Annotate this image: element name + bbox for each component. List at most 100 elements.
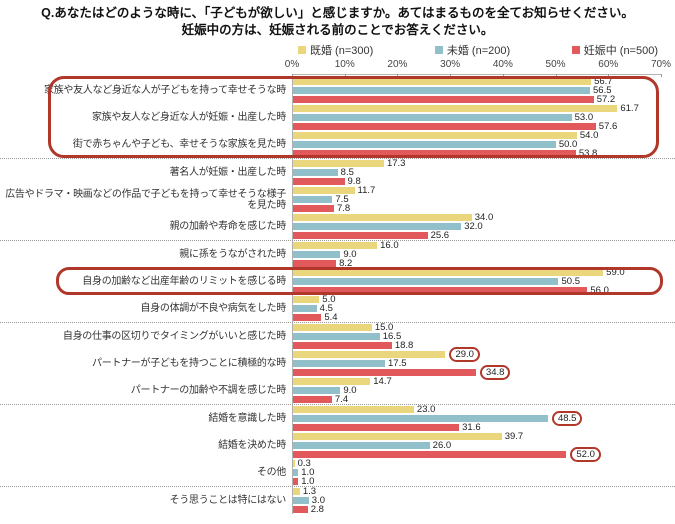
bar-line: 15.0 — [293, 322, 661, 333]
bar-line: 9.0 — [293, 250, 661, 259]
value-label: 54.0 — [579, 130, 599, 141]
bar — [293, 114, 572, 121]
bar — [293, 424, 460, 431]
bar — [293, 160, 384, 167]
bar-line: 5.4 — [293, 313, 661, 322]
chart-row: 自身の体調が不良や病気をした時 5.0 4.5 5.4 — [0, 295, 675, 323]
value-label: 4.5 — [319, 303, 333, 314]
bar-group: 5.0 4.5 5.4 — [292, 295, 661, 322]
bar — [293, 396, 332, 403]
bar — [293, 415, 548, 422]
chart-row: 家族や友人など身近な人が妊娠・出産した時 61.7 53.0 57.6 — [0, 104, 675, 132]
value-label: 31.6 — [462, 422, 481, 433]
bar-line: 26.0 — [293, 441, 661, 450]
chart-rows: 家族や友人など身近な人が子どもを持って幸せそうな時 56.7 56.5 57.2 家族や… — [0, 76, 675, 514]
bar-line: 7.8 — [293, 203, 661, 214]
category-label: 自身の体調が不良や病気をした時 — [140, 303, 287, 314]
axis-tick-mark — [555, 74, 557, 77]
chart-row: 結婚を決めた時 39.7 26.0 52.0 — [0, 432, 675, 462]
bar — [293, 287, 588, 294]
value-label: 7.5 — [335, 194, 349, 205]
bar — [293, 214, 472, 221]
axis-tick-label: 70% — [650, 59, 672, 70]
chart-row: その他 0.3 1.0 1.0 — [0, 459, 675, 487]
axis-tick-mark — [450, 74, 452, 77]
bar — [293, 123, 596, 130]
value-label: 7.8 — [337, 203, 351, 214]
bar-line: 17.5 — [293, 359, 661, 368]
bar — [293, 251, 341, 258]
bar — [293, 333, 380, 340]
category-label: 街で赤ちゃんや子ども、幸せそうな家族を見た時 — [72, 139, 286, 150]
bar-group: 54.0 50.0 53.8 — [292, 131, 661, 158]
value-label: 14.7 — [373, 376, 392, 387]
value-label: 5.0 — [322, 294, 336, 305]
category-label: 広告やドラマ・映画などの作品で子どもを持って幸せそうな様子を見た時 — [5, 188, 286, 211]
category-label: パートナーが子どもを持つことに積極的な時 — [92, 358, 286, 369]
bar-line: 16.0 — [293, 240, 661, 251]
value-label: 16.0 — [380, 240, 399, 251]
value-label: 23.0 — [416, 404, 436, 415]
bar-line: 17.3 — [293, 159, 661, 168]
bar-line: 54.0 — [293, 130, 661, 141]
bar-line: 9.8 — [293, 176, 661, 187]
bar-group: 1.3 3.0 2.8 — [292, 487, 661, 514]
bar-line: 48.5 — [293, 411, 661, 426]
category-label: 自身の加齢など出産年齢のリミットを感じる時 — [82, 276, 286, 287]
value-label-highlighted: 29.0 — [449, 347, 480, 362]
bar — [293, 196, 333, 203]
value-label: 8.2 — [339, 258, 353, 269]
bar — [293, 242, 378, 249]
bar — [293, 351, 446, 358]
axis-tick-label: 10% — [334, 59, 355, 70]
axis-tick-mark — [292, 74, 293, 77]
bar-line: 1.0 — [293, 467, 661, 478]
category-label: 結婚を意識した時 — [208, 413, 286, 424]
bar-line: 56.0 — [293, 286, 661, 295]
value-label: 1.0 — [301, 467, 315, 478]
category-label: パートナーの加齢や不調を感じた時 — [130, 385, 287, 396]
legend-label-unmarried: 未婚 (n=200) — [446, 44, 511, 57]
chart-row: 著名人が妊娠・出産した時 17.3 8.5 9.8 — [0, 158, 675, 186]
axis-tick-mark — [397, 74, 399, 77]
axis-tick-label: 60% — [598, 59, 619, 70]
chart-row: 家族や友人など身近な人が子どもを持って幸せそうな時 56.7 56.5 57.2 — [0, 76, 675, 105]
category-label: そう思うことは特にはない — [169, 495, 287, 506]
bar — [293, 387, 341, 394]
bar-line: 31.6 — [293, 422, 661, 433]
bar — [293, 378, 371, 385]
value-label: 56.5 — [593, 85, 612, 96]
bar — [293, 451, 567, 458]
bar — [293, 141, 556, 148]
category-label: 親に孫をうながされた時 — [179, 249, 286, 260]
bar — [293, 260, 337, 267]
bar — [293, 78, 592, 85]
bar — [293, 178, 345, 185]
category-label: 自身の仕事の区切りでタイミングがいいと感じた時 — [62, 331, 286, 342]
bar — [293, 305, 317, 312]
bar-group: 34.0 32.0 25.6 — [292, 213, 661, 240]
value-label: 25.6 — [430, 230, 450, 241]
x-axis: 0% 10% 20% 30% 40% 50% 60% 70% — [0, 59, 675, 77]
bar — [293, 478, 299, 485]
bar-line: 61.7 — [293, 104, 661, 113]
axis-tick-label: 20% — [387, 59, 408, 70]
bar-line: 8.5 — [293, 168, 661, 177]
legend-item-pregnant: 妊娠中 (n=500) — [571, 42, 658, 58]
axis-tick-mark — [661, 74, 662, 77]
value-label: 9.8 — [347, 176, 361, 187]
bar-line: 7.4 — [293, 395, 661, 404]
bar — [293, 497, 309, 504]
legend-swatch-pregnant — [571, 45, 580, 54]
value-label: 15.0 — [374, 322, 394, 333]
bar-line: 39.7 — [293, 432, 661, 441]
value-label: 53.8 — [578, 148, 598, 159]
bar — [293, 433, 502, 440]
bar — [293, 150, 576, 157]
bar — [293, 324, 372, 331]
value-label: 56.7 — [594, 76, 613, 87]
bar-group: 11.7 7.5 7.8 — [292, 186, 661, 213]
legend-item-unmarried: 未婚 (n=200) — [434, 42, 511, 58]
value-label: 18.8 — [394, 340, 414, 351]
chart-row: そう思うことは特にはない 1.3 3.0 2.8 — [0, 486, 675, 514]
